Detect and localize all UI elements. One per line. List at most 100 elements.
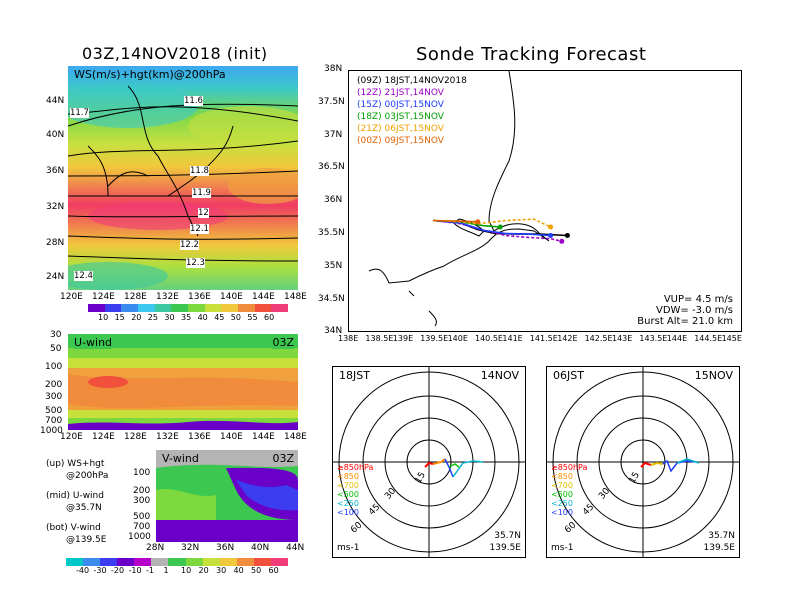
lat-tick-label: 36N xyxy=(324,195,343,206)
lat-tick-label: 36N xyxy=(216,543,235,553)
lon-tick-label: 140.5E xyxy=(475,334,503,343)
track-endpoint xyxy=(497,224,503,230)
ws-map-panel: WS(m/s)+hgt(km)@200hPa 11.7 11.6 11.8 11… xyxy=(48,66,308,290)
pressure-tick-label: 700 xyxy=(45,416,63,426)
legend-jst: 03JST,15NOV xyxy=(381,112,444,122)
ws-panel-label: WS(m/s)+hgt(km)@200hPa xyxy=(74,68,226,81)
colorbar-tick-label: 25 xyxy=(147,313,158,322)
lat-tick-label: 40N xyxy=(46,130,65,140)
lon-tick-label: 141.5E xyxy=(529,334,558,343)
lat-tick-label: 24N xyxy=(46,272,65,282)
contour-label: 12.3 xyxy=(186,258,205,268)
lat-tick-label: 37.5N xyxy=(318,96,345,107)
colorbar-tick-label: 20 xyxy=(131,313,142,322)
u-wind-panel: U-wind 03Z xyxy=(68,334,298,430)
hodo-left-svg xyxy=(333,367,525,557)
lon-tick-label: 148E xyxy=(284,292,307,302)
hodo-legend-item: ≥850hPa xyxy=(551,463,588,472)
hodo-right-time: 06JST xyxy=(553,369,584,382)
legend-jst: 21JST,14NOV xyxy=(381,88,444,98)
hodo-right-svg xyxy=(547,367,739,557)
colorbar-tick-label: 10 xyxy=(181,566,192,575)
legend-utc: (09Z) xyxy=(357,76,382,86)
ws-map-svg xyxy=(48,66,308,290)
track-series-line xyxy=(432,219,551,237)
track-series-line xyxy=(432,219,478,223)
lon-tick-label: 141E xyxy=(502,334,523,343)
lat-tick-label: 44N xyxy=(46,96,65,106)
lon-tick-label: 128E xyxy=(124,292,147,302)
lat-tick-label: 34.5N xyxy=(318,293,345,304)
hodo-right-lat: 35.7N xyxy=(708,531,735,541)
hodo-legend-item: <850 xyxy=(337,472,359,481)
pressure-tick-label: 100 xyxy=(133,468,151,478)
hodograph-right: 06JST 15NOV 15 30 45 60 ≥850hPa <850 <700 <… xyxy=(546,366,740,558)
contour-label: 12.1 xyxy=(190,224,209,234)
lat-tick-label: 32N xyxy=(46,202,65,212)
lon-tick-label: 132E xyxy=(156,292,179,302)
lat-tick-label: 37N xyxy=(324,129,343,140)
lon-tick-label: 120E xyxy=(60,292,83,302)
note-mid: (mid) U-wind @35.7N xyxy=(46,491,104,513)
right-title: Sonde Tracking Forecast xyxy=(416,44,647,65)
pressure-tick-label: 1000 xyxy=(128,532,151,542)
track-params: VUP= 4.5 m/s VDW= -3.0 m/s Burst Alt= 21… xyxy=(637,294,733,327)
pressure-tick-label: 300 xyxy=(133,496,151,506)
lon-tick-label: 124E xyxy=(92,432,115,442)
contour-label: 12.4 xyxy=(74,271,93,281)
colorbar-tick-label: -1 xyxy=(146,566,154,575)
track-map-panel: (09Z) 18JST,14NOV2018 (12Z) 21JST,14NOV (1… xyxy=(348,70,742,332)
v-wind-panel: V-wind 03Z xyxy=(156,450,298,542)
track-legend-row: (00Z) 09JST,15NOV xyxy=(357,135,467,147)
hodo-left-unit: ms-1 xyxy=(337,543,360,553)
lon-tick-label: 143.5E xyxy=(639,334,668,343)
legend-utc: (15Z) xyxy=(357,100,382,110)
lon-tick-label: 144.5E xyxy=(694,334,723,343)
colorbar-tick-label: 40 xyxy=(233,566,244,575)
hodo-legend-item: <700 xyxy=(337,481,359,490)
contour-label: 11.8 xyxy=(190,166,209,176)
v-wind-label: V-wind xyxy=(162,452,199,465)
hodo-legend-item: <250 xyxy=(337,499,359,508)
legend-utc: (12Z) xyxy=(357,88,382,98)
track-legend-row: (09Z) 18JST,14NOV2018 xyxy=(357,75,467,87)
pressure-tick-label: 500 xyxy=(133,512,151,522)
pressure-tick-label: 700 xyxy=(133,522,151,532)
pressure-tick-label: 200 xyxy=(45,380,63,390)
lat-tick-label: 28N xyxy=(46,238,65,248)
lon-tick-label: 144E xyxy=(252,432,275,442)
param-vup: VUP= 4.5 m/s xyxy=(663,294,733,305)
track-endpoint xyxy=(548,232,554,238)
track-legend-row: (21Z) 06JST,15NOV xyxy=(357,123,467,135)
lon-tick-label: 132E xyxy=(156,432,179,442)
colorbar-tick-label: 1 xyxy=(163,566,169,575)
contour-label: 11.7 xyxy=(70,108,89,118)
track-svg xyxy=(368,70,570,327)
colorbar-tick-label: -10 xyxy=(128,566,142,575)
colorbar-tick-label: -40 xyxy=(76,566,90,575)
track-endpoint xyxy=(548,224,554,230)
lon-tick-label: 128E xyxy=(124,432,147,442)
lon-tick-label: 139E xyxy=(392,334,414,343)
legend-utc: (21Z) xyxy=(357,124,382,134)
colorbar-tick-label: 55 xyxy=(247,313,258,322)
colorbar-tick-label: 20 xyxy=(198,566,209,575)
hodo-legend-item: <700 xyxy=(551,481,573,490)
colorbar-tick-label: 60 xyxy=(264,313,275,322)
lon-tick-label: 136E xyxy=(188,292,211,302)
legend-jst: 00JST,15NOV xyxy=(381,100,444,110)
colorbar-tick-label: 30 xyxy=(216,566,227,575)
lat-tick-label: 32N xyxy=(181,543,200,553)
hodo-legend-item: <250 xyxy=(551,499,573,508)
pressure-tick-label: 30 xyxy=(50,330,62,340)
pressure-tick-label: 300 xyxy=(45,392,63,402)
legend-jst: 06JST,15NOV xyxy=(381,124,444,134)
lat-tick-label: 36N xyxy=(46,166,65,176)
colorbar-tick-label: 30 xyxy=(164,313,175,322)
hodo-legend-item: <500 xyxy=(337,490,359,499)
legend-utc: (00Z) xyxy=(357,136,382,146)
hodo-right-unit: ms-1 xyxy=(551,543,574,553)
lat-tick-label: 35.5N xyxy=(318,228,345,238)
legend-jst: 18JST,14NOV2018 xyxy=(381,76,467,86)
contour-label: 11.6 xyxy=(184,96,203,106)
